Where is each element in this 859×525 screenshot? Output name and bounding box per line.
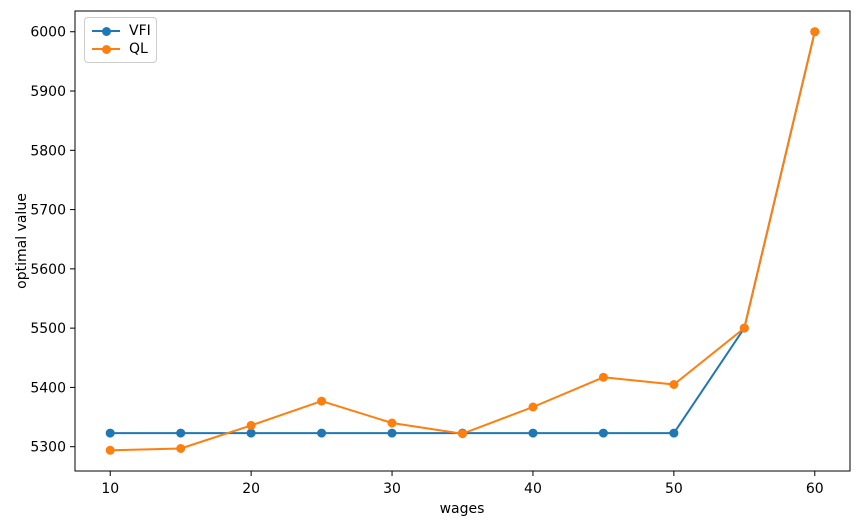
vfi-line-marker-icon (92, 26, 120, 36)
series-vfi-marker (176, 428, 186, 438)
legend-item-vfi: VFI (92, 22, 151, 40)
series-ql-marker (105, 445, 115, 455)
series-vfi-marker (669, 428, 679, 438)
plot-border (74, 10, 851, 472)
series-vfi-line (109, 30, 816, 435)
series-ql-marker (246, 420, 256, 430)
series-vfi-marker (105, 428, 115, 438)
series-ql-line (109, 30, 816, 452)
ql-legend-dot (101, 44, 111, 54)
legend-label-vfi: VFI (129, 23, 151, 39)
series-vfi-marker (317, 428, 327, 438)
series-ql-marker (669, 380, 679, 389)
legend-label-ql: QL (129, 41, 148, 57)
x-tick-label: 10 (101, 481, 119, 497)
y-tick-label: 5800 (30, 143, 66, 159)
series-ql-marker (739, 323, 749, 333)
series-ql-marker (810, 27, 820, 37)
x-tick-label: 60 (806, 481, 824, 497)
series-vfi-marker (528, 428, 538, 438)
y-tick-label: 6000 (30, 25, 66, 41)
series-ql-marker (317, 396, 327, 406)
series-ql-marker (458, 429, 467, 439)
ql-line-marker-icon (92, 44, 120, 54)
x-axis-label: wages (439, 501, 485, 517)
y-tick-label: 5500 (30, 321, 66, 337)
x-tick-label: 50 (665, 481, 683, 497)
y-tick-label: 5900 (30, 84, 66, 100)
x-tick-label: 20 (242, 481, 260, 497)
series-ql-marker (598, 372, 608, 382)
series-ql-marker (528, 402, 538, 412)
x-tick-label: 30 (383, 481, 401, 497)
series-ql-marker (387, 418, 397, 428)
y-tick-label: 5400 (30, 380, 66, 396)
y-axis-label: optimal value (14, 193, 30, 289)
series-vfi-marker (598, 428, 608, 438)
y-tick-label: 5600 (30, 262, 66, 278)
y-tick-label: 5700 (30, 203, 66, 219)
legend: VFI QL (84, 17, 157, 63)
legend-item-ql: QL (92, 40, 150, 58)
y-tick-label: 5300 (30, 440, 66, 456)
series-vfi-marker (387, 428, 397, 438)
series-ql-marker (176, 444, 186, 453)
x-tick-label: 40 (524, 481, 542, 497)
series-vfi-marker (246, 428, 256, 438)
vfi-legend-dot (101, 26, 111, 36)
